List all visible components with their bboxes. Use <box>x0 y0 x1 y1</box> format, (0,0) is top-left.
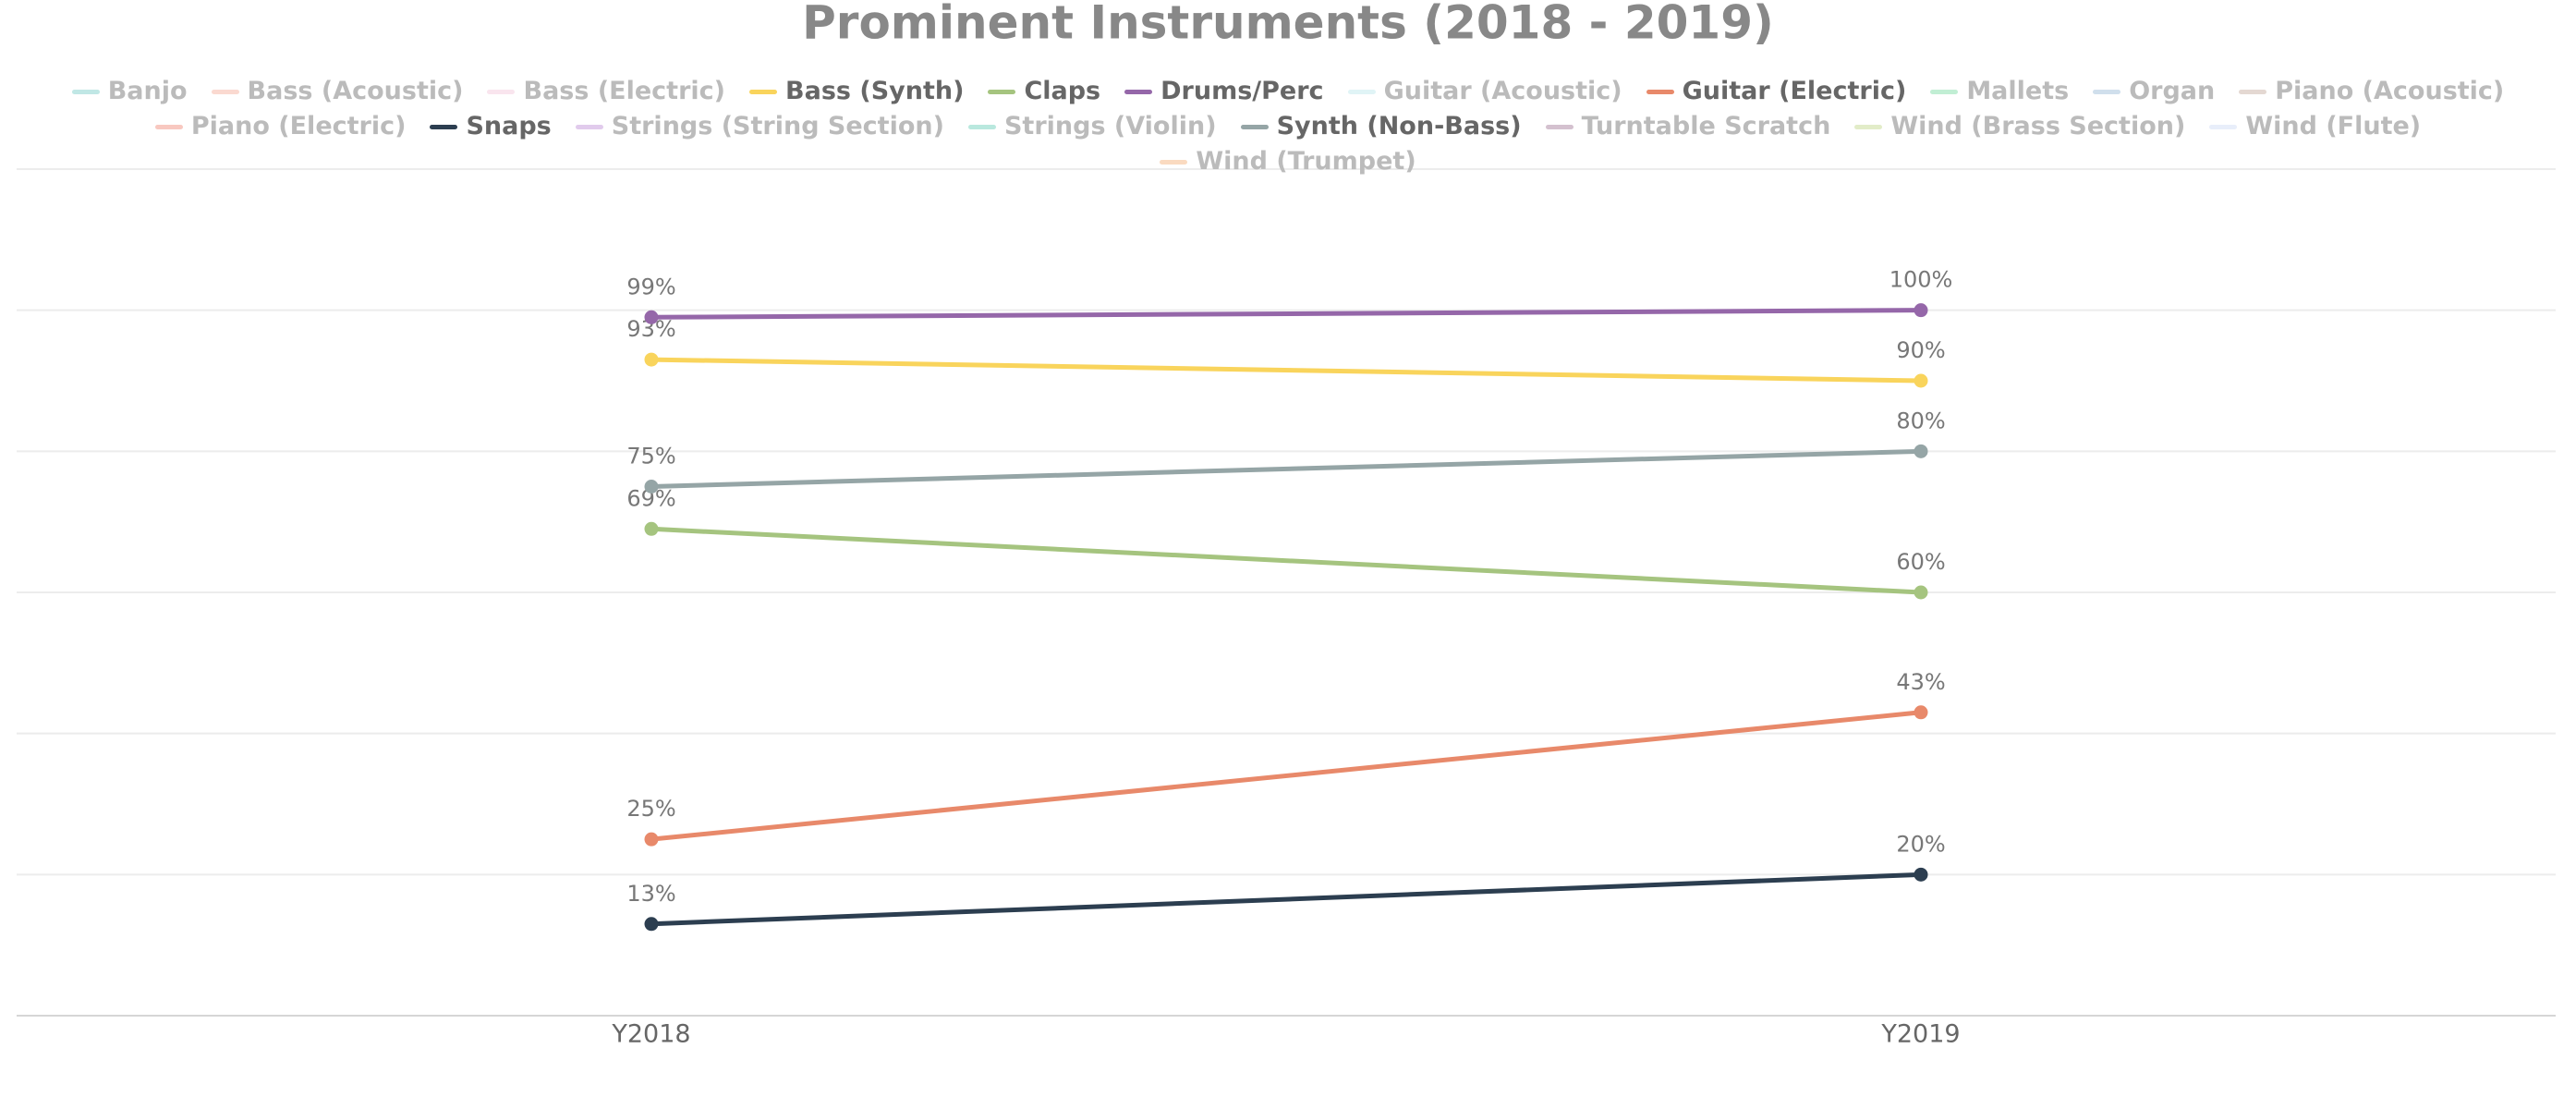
data-point <box>1914 373 1928 388</box>
legend-swatch <box>2209 124 2238 129</box>
legend-item[interactable]: Bass (Acoustic) <box>211 77 464 105</box>
legend-swatch <box>1347 89 1376 94</box>
data-label: 90% <box>1896 337 1945 363</box>
data-label: 60% <box>1896 549 1945 575</box>
legend-swatch <box>71 89 100 94</box>
legend-item[interactable]: Organ <box>2093 78 2215 105</box>
data-point <box>644 352 659 367</box>
series-line <box>650 526 1922 595</box>
legend-swatch <box>967 124 996 129</box>
legend-item[interactable]: Strings (String Section) <box>575 112 944 140</box>
data-label: 43% <box>1896 669 1945 695</box>
data-label: 20% <box>1896 831 1945 857</box>
series-line <box>650 710 1922 842</box>
data-label: 75% <box>626 444 675 469</box>
legend-swatch <box>575 124 603 129</box>
legend-item[interactable]: Wind (Flute) <box>2209 113 2421 140</box>
legend-item[interactable]: Piano (Electric) <box>154 112 407 140</box>
legend-label: Guitar (Electric) <box>1682 77 1907 105</box>
legend-label: Mallets <box>1966 77 2070 105</box>
legend-swatch <box>211 89 239 94</box>
legend-label: Turntable Scratch <box>1581 112 1831 140</box>
legend-item[interactable]: Piano (Acoustic) <box>2239 78 2504 105</box>
legend-item[interactable]: Bass (Synth) <box>749 78 964 105</box>
data-point <box>1914 867 1928 882</box>
data-point <box>644 832 659 847</box>
legend-label: Strings (String Section) <box>611 112 944 140</box>
data-point <box>1914 705 1928 720</box>
legend-label: Synth (Non-Bass) <box>1276 112 1522 140</box>
legend-item[interactable]: Claps <box>988 78 1100 105</box>
chart-title: Prominent Instruments (2018 - 2019) <box>802 0 1774 50</box>
data-point <box>1914 585 1928 600</box>
legend-label: Piano (Electric) <box>190 112 407 140</box>
legend-item[interactable]: Guitar (Electric) <box>1646 77 1907 105</box>
series-line <box>650 308 1922 320</box>
legend-item[interactable]: Turntable Scratch <box>1545 112 1831 140</box>
legend-item[interactable]: Banjo <box>71 77 188 105</box>
legend-item[interactable]: Guitar (Acoustic) <box>1347 77 1622 105</box>
legend-label: Bass (Electric) <box>523 77 726 105</box>
legend-label: Banjo <box>107 77 188 105</box>
legend: Banjo Bass (Acoustic) Bass (Electric) Bass … <box>59 78 2517 176</box>
data-label: 25% <box>626 796 675 822</box>
data-point <box>1914 444 1928 458</box>
data-point <box>644 521 659 536</box>
legend-swatch <box>154 124 183 129</box>
legend-label: Piano (Acoustic) <box>2275 77 2505 105</box>
data-label: 13% <box>626 881 675 907</box>
data-point <box>644 480 659 494</box>
data-label: 80% <box>1896 408 1945 433</box>
legend-item[interactable]: Drums/Perc <box>1124 77 1324 105</box>
data-label: 100% <box>1889 267 1953 293</box>
legend-label: Snaps <box>466 112 552 140</box>
legend-item[interactable]: Mallets <box>1930 78 2069 105</box>
legend-swatch <box>1545 124 1574 129</box>
legend-swatch <box>749 89 778 94</box>
x-tick-label: Y2018 <box>611 1020 690 1049</box>
legend-item[interactable]: Synth (Non-Bass) <box>1240 112 1522 140</box>
series-line <box>650 357 1922 384</box>
legend-label: Strings (Violin) <box>1003 112 1217 140</box>
legend-item[interactable]: Wind (Brass Section) <box>1854 113 2185 140</box>
legend-swatch <box>988 89 1016 94</box>
legend-swatch <box>487 89 516 94</box>
legend-swatch <box>1930 89 1959 94</box>
data-label: 99% <box>626 274 675 299</box>
legend-label: Guitar (Acoustic) <box>1383 77 1622 105</box>
legend-label: Bass (Synth) <box>785 77 965 105</box>
legend-swatch <box>1124 89 1153 94</box>
data-point <box>644 917 659 932</box>
x-tick-label: Y2019 <box>1880 1020 1960 1049</box>
data-point <box>1914 303 1928 318</box>
legend-swatch <box>430 124 458 129</box>
legend-item[interactable]: Strings (Violin) <box>967 112 1217 140</box>
legend-swatch <box>2093 89 2121 94</box>
legend-swatch <box>1160 159 1188 165</box>
legend-label: Wind (Trumpet) <box>1196 147 1416 176</box>
legend-swatch <box>1646 89 1674 94</box>
series-line <box>650 448 1922 489</box>
legend-label: Bass (Acoustic) <box>247 77 464 105</box>
legend-label: Wind (Brass Section) <box>1890 112 2186 140</box>
series-line <box>650 871 1922 927</box>
legend-swatch <box>1240 124 1269 129</box>
legend-item[interactable]: Wind (Trumpet) <box>1160 148 1416 176</box>
legend-swatch <box>1854 124 1883 129</box>
legend-swatch <box>2239 89 2267 94</box>
legend-label: Wind (Flute) <box>2245 112 2422 140</box>
legend-label: Drums/Perc <box>1160 77 1324 105</box>
legend-item[interactable]: Snaps <box>430 112 552 140</box>
legend-label: Organ <box>2129 77 2216 105</box>
data-point <box>644 310 659 324</box>
legend-label: Claps <box>1024 77 1101 105</box>
legend-item[interactable]: Bass (Electric) <box>487 78 725 105</box>
